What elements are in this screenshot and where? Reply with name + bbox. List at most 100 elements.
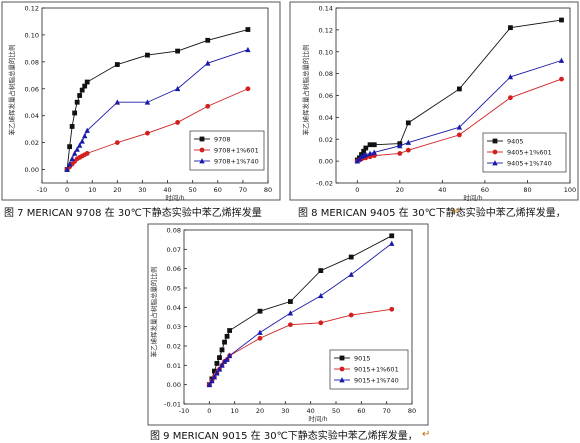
caption-figure-7: 图 7 MERICAN 9708 在 30℃下静态实验中苯乙烯挥发量 <box>4 208 262 219</box>
x-tick-label: 30 <box>281 407 289 415</box>
data-point-0 <box>212 368 217 374</box>
x-tick-label: 80 <box>264 186 272 194</box>
x-tick-label: 30 <box>138 186 146 194</box>
data-point-0 <box>508 25 513 31</box>
y-tick-label: 0.01 <box>167 362 181 370</box>
x-tick-label: 70 <box>239 186 247 194</box>
x-tick-label: 40 <box>163 186 171 194</box>
data-point-2 <box>69 155 75 162</box>
y-tick-label: 0.04 <box>25 112 39 120</box>
data-point-2 <box>363 151 369 157</box>
data-point-2 <box>507 74 514 80</box>
data-point-2 <box>81 132 88 139</box>
paragraph-mark: ↵ <box>422 429 431 440</box>
data-point-0 <box>227 328 232 333</box>
data-point-0 <box>257 308 263 314</box>
y-axis-label: 苯乙烯挥发量占树脂总量的比例 <box>301 45 310 136</box>
chart-frame <box>147 223 429 426</box>
data-point-2 <box>211 374 218 380</box>
data-point-0 <box>363 145 369 151</box>
x-tick-label: 100 <box>564 186 576 194</box>
data-point-0 <box>288 299 293 304</box>
data-point-0 <box>69 124 75 129</box>
legend-marker <box>199 158 205 164</box>
plot-area <box>41 7 269 184</box>
data-point-2 <box>245 46 251 53</box>
legend-marker <box>199 136 205 142</box>
legend-marker <box>339 355 345 361</box>
y-tick-label: 0.00 <box>167 381 181 389</box>
legend-marker <box>339 366 345 372</box>
legend-label: 9015 <box>354 355 371 363</box>
x-tick-label: 60 <box>481 186 489 194</box>
data-point-2 <box>287 310 294 316</box>
data-point-2 <box>216 366 223 372</box>
data-point-0 <box>82 83 88 89</box>
data-point-2 <box>371 149 377 155</box>
data-point-0 <box>74 99 80 105</box>
data-point-0 <box>214 361 220 366</box>
data-point-2 <box>84 127 90 133</box>
data-point-1 <box>257 335 263 341</box>
y-tick-label: 0.02 <box>167 343 181 351</box>
data-point-1 <box>348 312 354 318</box>
data-point-0 <box>77 93 83 98</box>
x-tick-label: 60 <box>357 407 365 415</box>
data-point-2 <box>114 99 121 105</box>
x-tick-label: 80 <box>523 186 531 194</box>
x-tick-label: 80 <box>408 407 416 415</box>
x-tick-label: 40 <box>438 186 446 194</box>
legend-marker <box>492 160 498 166</box>
data-point-2 <box>219 362 225 368</box>
data-point-0 <box>79 87 85 93</box>
data-point-1 <box>559 76 564 82</box>
data-point-2 <box>206 381 213 388</box>
chart-1: -0.02 0.00 0.02 0.04 0.06 0.08 0.10 0.12 0.14 0 20… <box>289 1 579 202</box>
chart-2: -0.01 0.00 0.01 0.02 0.03 0.04 0.05 0.06 0.07 0.0… <box>147 223 429 426</box>
data-point-0 <box>456 86 462 92</box>
legend-marker <box>199 147 205 153</box>
data-point-1 <box>318 320 324 326</box>
y-tick-label: 0.02 <box>319 136 333 144</box>
data-point-2 <box>318 292 324 299</box>
y-tick-label: 0.04 <box>167 304 181 312</box>
y-tick-label: 0.02 <box>25 139 39 147</box>
legend-marker <box>492 149 498 155</box>
x-tick-label: 0 <box>355 186 359 194</box>
data-point-0 <box>224 333 230 339</box>
data-point-0 <box>245 27 251 32</box>
y-tick-label: 0.08 <box>319 70 333 78</box>
x-tick-label: 10 <box>231 407 239 415</box>
data-point-1 <box>205 103 211 109</box>
data-point-2 <box>221 358 228 364</box>
data-point-2 <box>71 150 78 156</box>
data-point-0 <box>67 144 73 150</box>
data-point-1 <box>405 147 411 153</box>
x-tick-label: 60 <box>214 186 222 194</box>
data-point-0 <box>559 17 564 23</box>
x-tick-label: 0 <box>65 186 69 194</box>
x-axis-label: 时间/h <box>165 193 184 202</box>
data-point-2 <box>397 142 403 149</box>
x-tick-label: 10 <box>88 186 96 194</box>
x-axis-label: 时间/h <box>308 414 327 423</box>
x-axis-label: 时间/h <box>463 193 482 202</box>
x-tick-label: -10 <box>37 186 48 194</box>
data-point-0 <box>389 233 395 239</box>
y-tick-label: -0.01 <box>164 401 181 409</box>
data-point-0 <box>175 48 180 54</box>
legend-label: 9708+1%601 <box>214 147 259 155</box>
x-tick-label: 20 <box>396 186 404 194</box>
data-point-0 <box>72 110 78 116</box>
y-tick-label: 0.05 <box>167 285 181 293</box>
data-point-2 <box>558 57 565 63</box>
legend-label: 9015+1%601 <box>354 366 399 374</box>
paragraph-mark: ↵ <box>452 206 461 217</box>
data-point-1 <box>145 130 150 136</box>
y-tick-label: 0.12 <box>319 26 333 34</box>
plot-area <box>183 229 413 405</box>
data-point-0 <box>318 268 324 273</box>
data-point-2 <box>367 150 373 156</box>
data-point-0 <box>361 148 367 154</box>
x-tick-label: 40 <box>307 407 315 415</box>
